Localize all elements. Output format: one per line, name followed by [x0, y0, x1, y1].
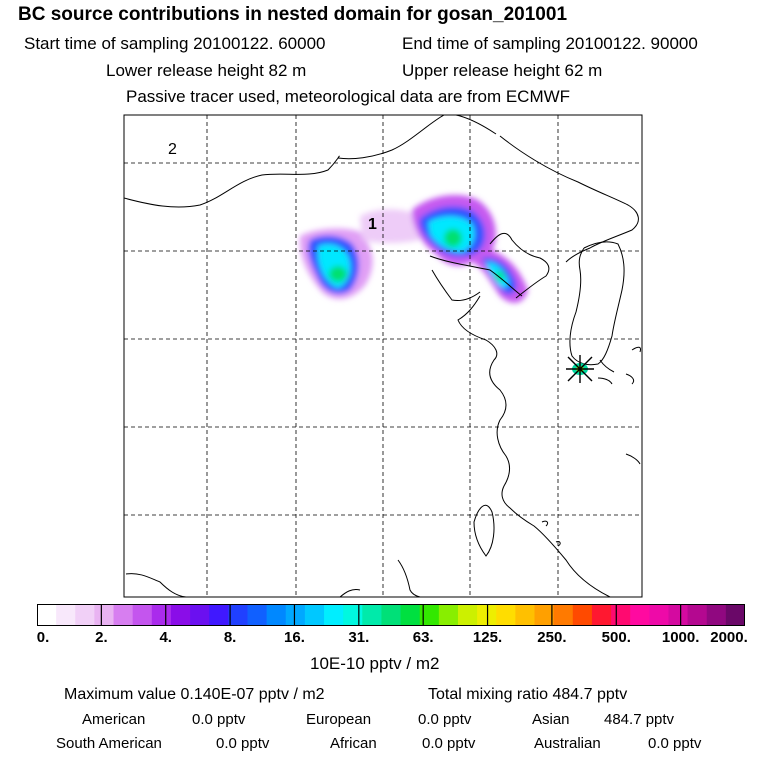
colorbar-swatch [94, 604, 115, 626]
australian-label: Australian [534, 735, 601, 752]
colorbar-swatch [591, 604, 612, 626]
colorbar-tick-label: 63. [412, 629, 434, 646]
start-time: Start time of sampling 20100122. 60000 [24, 34, 326, 53]
maximum-value: Maximum value 0.140E-07 pptv / m2 [64, 686, 325, 703]
colorbar-swatch [496, 604, 516, 626]
colorbar-swatch [190, 604, 210, 626]
lower-release-height: Lower release height 82 m [106, 61, 307, 80]
american-value: 0.0 pptv [192, 711, 246, 728]
coastlines [124, 115, 641, 597]
receptor-marker [566, 355, 594, 383]
colorbar-swatch [170, 604, 191, 626]
colorbar-swatch [37, 604, 57, 626]
colorbar-swatch [113, 604, 134, 626]
colorbar-swatch [381, 604, 402, 626]
european-label: European [306, 711, 372, 728]
colorbar-swatch [515, 604, 536, 626]
end-time: End time of sampling 20100122. 90000 [402, 34, 698, 53]
colorbar-swatch [132, 604, 153, 626]
map-frame [123, 114, 643, 598]
colorbar-tick-label: 8. [223, 629, 237, 646]
colorbar-swatch [553, 604, 574, 626]
tracer-note: Passive tracer used, meteorological data… [126, 87, 571, 106]
asian-label: Asian [532, 711, 570, 728]
colorbar-swatch [228, 604, 249, 626]
colorbar-tick-label: 2. [95, 629, 108, 646]
colorbar-swatch [56, 604, 76, 626]
colorbar-swatch [343, 604, 363, 626]
colorbar-swatch [438, 604, 459, 626]
colorbar-swatch [304, 604, 325, 626]
south-american-label: South American [56, 735, 162, 752]
american-label: American [82, 711, 146, 728]
african-label: African [330, 735, 377, 752]
colorbar-swatch [457, 604, 478, 626]
concentration-plume [299, 195, 528, 303]
colorbar-tick-label: 4. [159, 629, 172, 646]
european-value: 0.0 pptv [418, 711, 472, 728]
colorbar-swatch [247, 604, 268, 626]
upper-release-height: Upper release height 62 m [402, 61, 603, 80]
colorbar-swatch [611, 604, 631, 626]
colorbar-swatch [649, 604, 670, 626]
colorbar-tick-label: 16. [284, 629, 305, 646]
colorbar-tick-label: 250. [537, 629, 567, 646]
colorbar-swatch [668, 604, 689, 626]
colorbar-tick-label: 2000. [710, 629, 748, 646]
colorbar-tick-label: 0. [36, 629, 50, 646]
colorbar [37, 604, 745, 626]
colorbar-swatch [266, 604, 287, 626]
colorbar-tick-label: 125. [472, 629, 503, 646]
colorbar-border [37, 604, 745, 626]
colorbar-tick-label: 31. [348, 629, 370, 646]
colorbar-swatch [324, 604, 344, 626]
colorbar-swatch [706, 604, 727, 626]
colorbar-swatch [419, 604, 440, 626]
colorbar-units: 10E-10 pptv / m2 [310, 654, 440, 673]
colorbar-swatch [630, 604, 650, 626]
colorbar-swatch [151, 604, 172, 626]
colorbar-tick-label: 1000. [661, 629, 700, 646]
colorbar-swatch [400, 604, 421, 626]
south-american-value: 0.0 pptv [216, 735, 270, 752]
colorbar-swatch [362, 604, 383, 626]
colorbar-swatch [725, 604, 745, 626]
colorbar-tick-label: 500. [601, 629, 631, 646]
african-value: 0.0 pptv [422, 735, 476, 752]
plot-title: BC source contributions in nested domain… [18, 4, 568, 25]
release-label-1: 1 [368, 216, 377, 233]
colorbar-swatch [534, 604, 555, 626]
colorbar-swatch [209, 604, 229, 626]
colorbar-swatch [687, 604, 708, 626]
colorbar-swatch [75, 604, 96, 626]
colorbar-swatch [285, 604, 306, 626]
map-panel: 2 1 [123, 114, 643, 598]
asian-value: 484.7 pptv [604, 711, 675, 728]
australian-value: 0.0 pptv [648, 735, 702, 752]
colorbar-swatch [572, 604, 593, 626]
lat-lon-grid [124, 115, 642, 597]
release-label-2: 2 [168, 141, 177, 158]
total-mixing-ratio: Total mixing ratio 484.7 pptv [428, 686, 628, 703]
